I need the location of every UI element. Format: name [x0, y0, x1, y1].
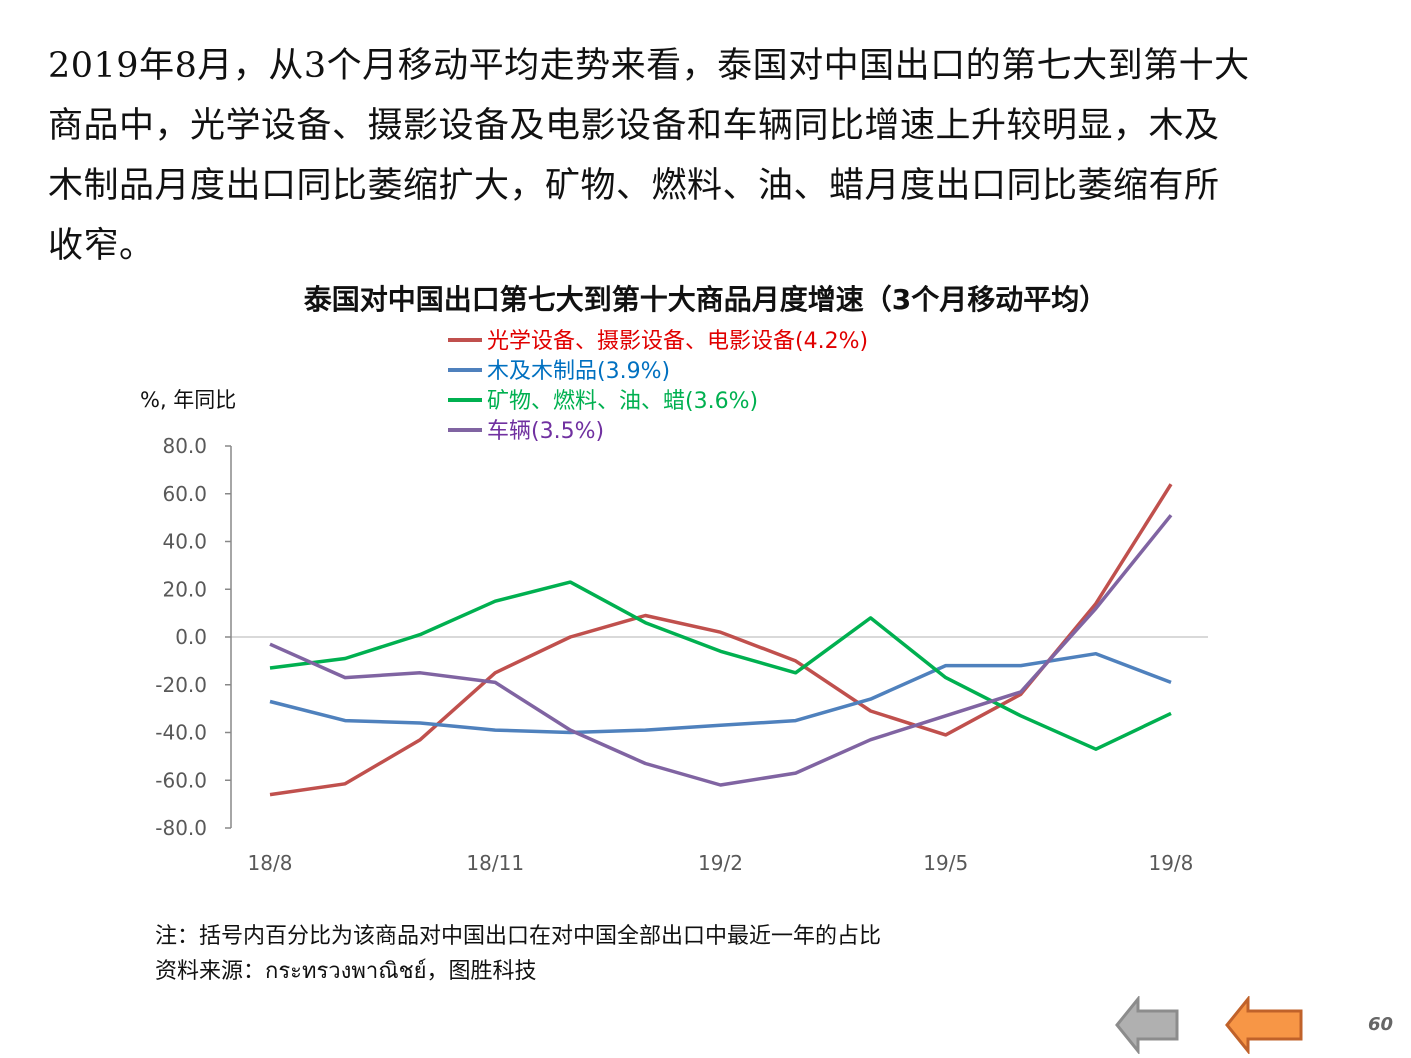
- intro-paragraph: 2019年8月，从3个月移动平均走势来看，泰国对中国出口的第七大到第十大 商品中…: [48, 36, 1388, 276]
- y-tick-label: -40.0: [155, 721, 207, 745]
- y-tick-label: -60.0: [155, 768, 207, 792]
- legend-label-2: 矿物、燃料、油、蜡(3.6%): [487, 389, 758, 414]
- y-tick-label: 0.0: [175, 625, 207, 649]
- back-arrow-button[interactable]: [1114, 996, 1182, 1054]
- series-line-1: [269, 651, 1172, 735]
- y-tick-label: 40.0: [162, 530, 207, 554]
- x-tick-label: 19/2: [698, 851, 743, 875]
- x-tick-label: 18/8: [248, 851, 293, 875]
- legend-label-3: 车辆(3.5%): [487, 419, 604, 444]
- y-axis-label: %, 年同比: [140, 388, 236, 412]
- paragraph-line: 木制品月度出口同比萎缩扩大，矿物、燃料、油、蜡月度出口同比萎缩有所: [48, 166, 1220, 206]
- x-tick-label: 19/8: [1148, 851, 1193, 875]
- page-number: 60: [1367, 1014, 1393, 1035]
- chart-title: 泰国对中国出口第七大到第十大商品月度增速（3个月移动平均）: [303, 283, 1108, 316]
- series-line-0: [269, 483, 1173, 797]
- series-line-3: [269, 514, 1173, 787]
- left-arrow-icon: [1225, 996, 1303, 1054]
- chart-note: 注：括号内百分比为该商品对中国出口在对中国全部出口中最近一年的占比: [155, 924, 882, 949]
- paragraph-line: 2019年8月，从3个月移动平均走势来看，泰国对中国出口的第七大到第十大: [48, 46, 1250, 86]
- paragraph-line: 商品中，光学设备、摄影设备及电影设备和车辆同比增速上升较明显，木及: [48, 106, 1220, 146]
- y-tick-label: 20.0: [162, 577, 207, 601]
- forward-arrow-button[interactable]: [1224, 996, 1306, 1054]
- y-tick-label: 60.0: [162, 482, 207, 506]
- x-tick-label: 18/11: [466, 851, 524, 875]
- y-tick-label: -20.0: [155, 673, 207, 697]
- chart-source: 资料来源：กระทรวงพาณิชย์，图胜科技: [155, 959, 537, 984]
- left-arrow-icon: [1115, 996, 1179, 1054]
- legend-label-1: 木及木制品(3.9%): [487, 359, 670, 384]
- legend-label-0: 光学设备、摄影设备、电影设备(4.2%): [487, 329, 868, 354]
- series-line-2: [269, 580, 1172, 751]
- y-tick-label: -80.0: [155, 816, 207, 840]
- x-tick-label: 19/5: [923, 851, 968, 875]
- paragraph-line: 收窄。: [48, 226, 155, 266]
- y-tick-label: 80.0: [162, 434, 207, 458]
